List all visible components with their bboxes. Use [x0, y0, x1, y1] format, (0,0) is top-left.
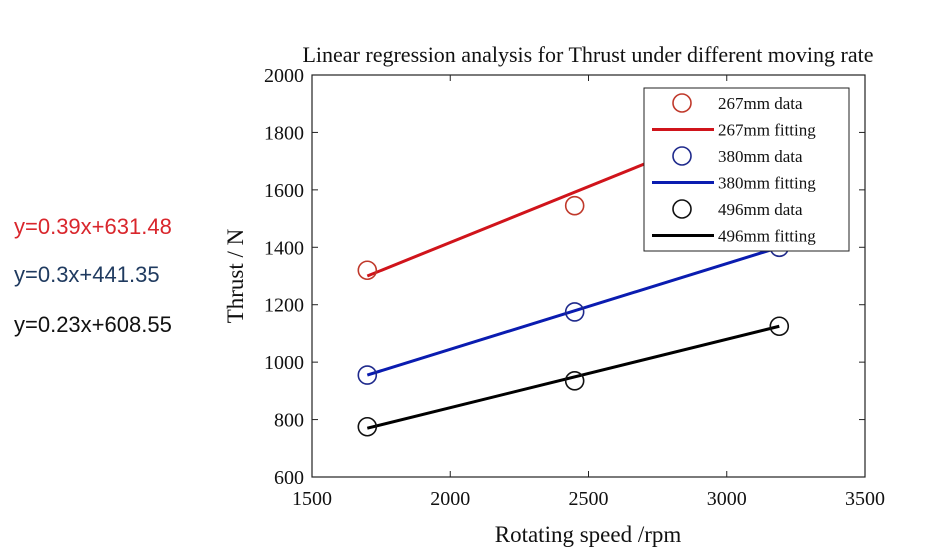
y-tick-label: 1400 — [264, 237, 304, 259]
legend-label: 380mm data — [718, 147, 803, 166]
y-tick-label: 800 — [274, 410, 304, 432]
legend-label: 267mm data — [718, 94, 803, 113]
y-axis-label: Thrust / N — [223, 228, 248, 323]
equation-496: y=0.23x+608.55 — [14, 312, 172, 337]
data-point — [564, 195, 585, 216]
y-tick-label: 1000 — [264, 352, 304, 374]
legend-label: 267mm fitting — [718, 121, 816, 140]
data-point — [357, 365, 378, 385]
legend-marker — [672, 93, 692, 113]
legend: 267mm data 267mm fitting 380mm data 380mm f… — [643, 87, 850, 252]
x-tick-label: 2000 — [430, 488, 470, 510]
y-tick-label: 600 — [274, 467, 304, 489]
data-point — [564, 302, 585, 322]
legend-label: 496mm data — [718, 200, 803, 219]
fit-line — [366, 324, 780, 430]
y-tick-label: 1600 — [264, 180, 304, 202]
legend-label: 496mm fitting — [718, 227, 816, 246]
legend-label: 380mm fitting — [718, 174, 816, 193]
legend-box — [643, 87, 850, 252]
data-point — [769, 316, 790, 337]
legend-marker — [672, 199, 692, 219]
chart-title: Linear regression analysis for Thrust un… — [302, 42, 873, 67]
y-tick-label: 2000 — [264, 65, 304, 87]
x-tick-label: 3500 — [845, 488, 885, 510]
data-point — [357, 416, 378, 437]
x-axis-label: Rotating speed /rpm — [495, 522, 682, 547]
x-tick-label: 1500 — [292, 488, 332, 510]
y-tick-label: 1800 — [264, 122, 304, 144]
equation-380: y=0.3x+441.35 — [14, 262, 160, 287]
equation-267: y=0.39x+631.48 — [14, 214, 172, 239]
x-tick-label: 3000 — [707, 488, 747, 510]
fit-line — [366, 245, 780, 377]
x-tick-label: 2500 — [569, 488, 609, 510]
y-tick-label: 1200 — [264, 295, 304, 317]
legend-marker — [672, 146, 692, 166]
data-point — [357, 260, 378, 281]
data-point — [564, 371, 585, 391]
